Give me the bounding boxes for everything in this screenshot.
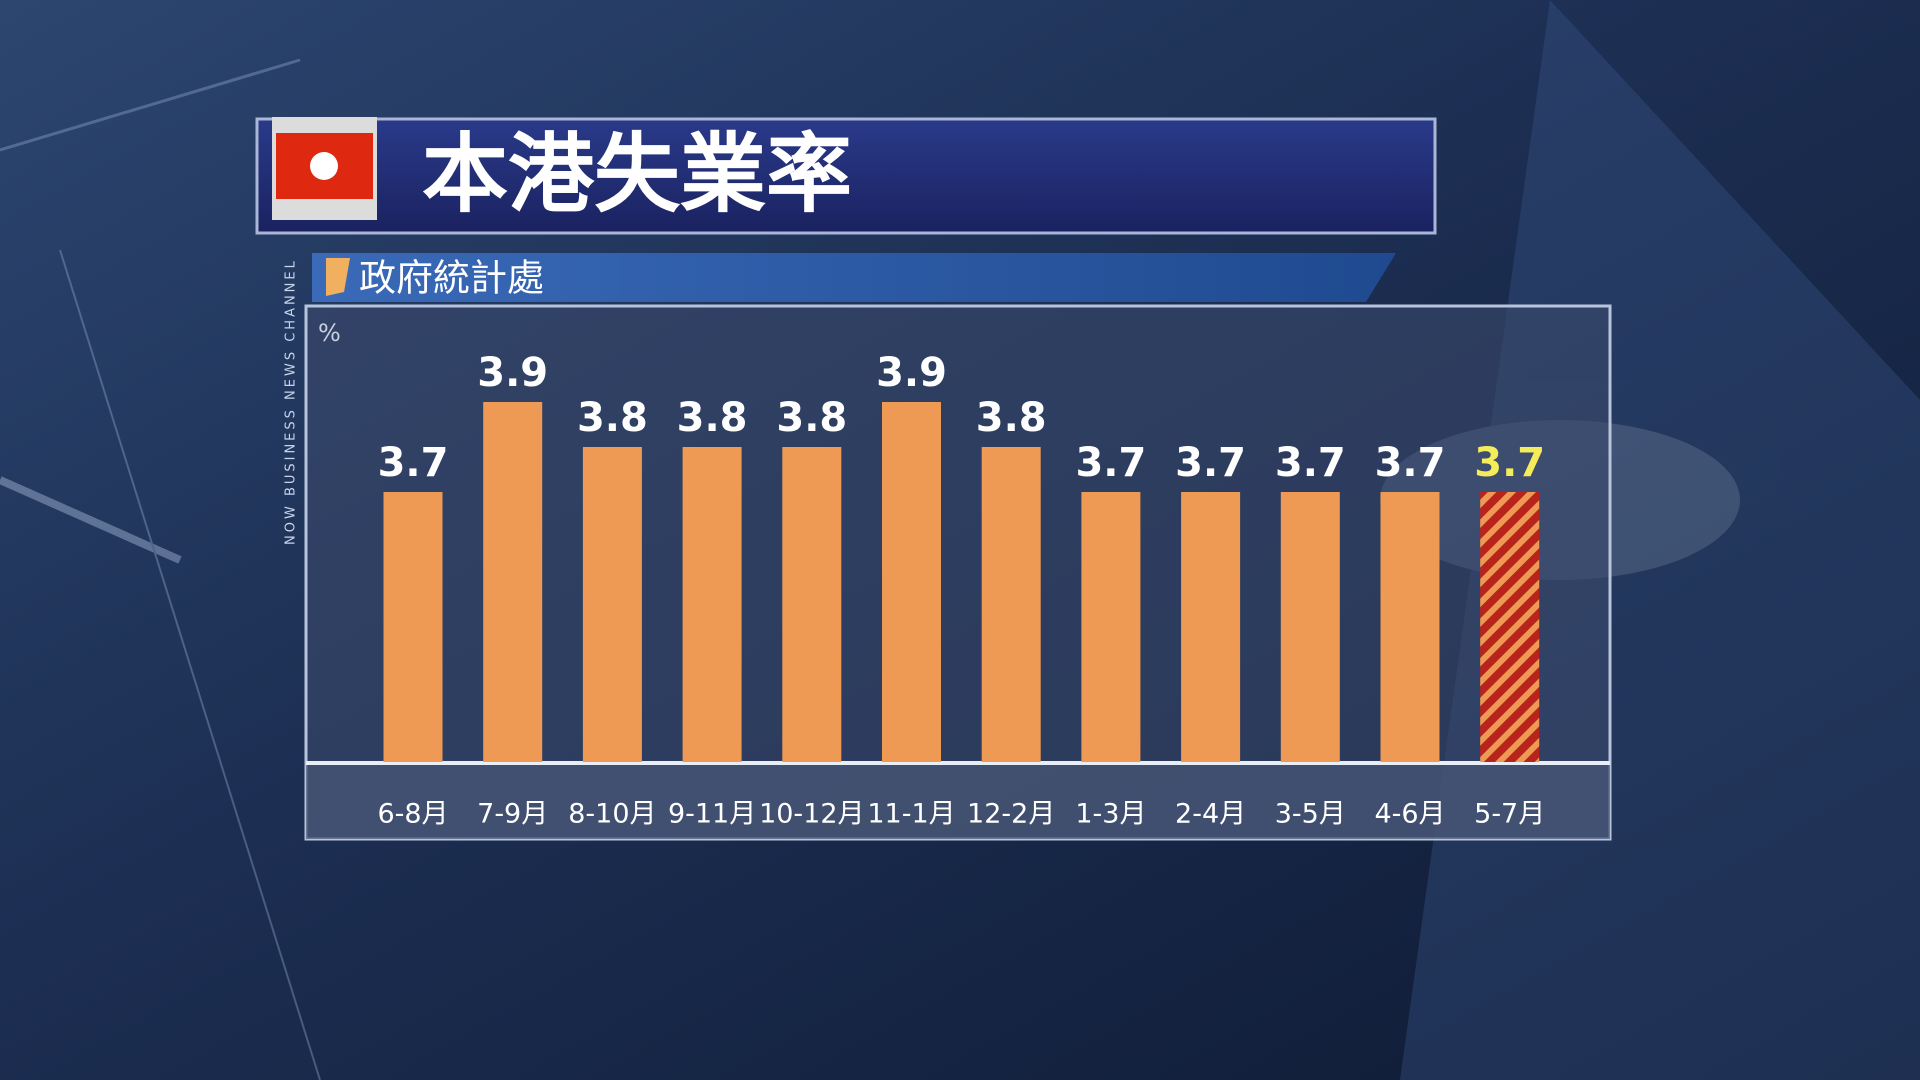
- value-label: 3.8: [577, 395, 648, 441]
- channel-label: NOW BUSINESS NEWS CHANNEL: [284, 258, 299, 545]
- value-label: 3.8: [976, 395, 1047, 441]
- bar: [483, 402, 543, 762]
- y-unit: %: [318, 319, 341, 347]
- subtitle-band: [312, 253, 1396, 302]
- bar: [1081, 492, 1141, 762]
- x-tick-label: 9-11月: [668, 799, 756, 830]
- category-band: [306, 764, 1610, 839]
- x-tick-label: 12-2月: [967, 799, 1055, 830]
- value-label: 3.7: [378, 440, 449, 486]
- value-label: 3.7: [1075, 440, 1146, 486]
- value-label: 3.8: [677, 395, 748, 441]
- x-tick-label: 6-8月: [377, 799, 448, 830]
- bar: [1280, 492, 1340, 762]
- bar: [383, 492, 443, 762]
- x-tick-label: 5-7月: [1474, 799, 1545, 830]
- value-label: 3.7: [1175, 440, 1246, 486]
- x-tick-label: 1-3月: [1075, 799, 1146, 830]
- bar: [782, 447, 842, 762]
- x-tick-label: 3-5月: [1275, 799, 1346, 830]
- bar: [1480, 492, 1540, 762]
- value-label: 3.7: [1375, 440, 1446, 486]
- bar: [1380, 492, 1440, 762]
- x-tick-label: 10-12月: [759, 799, 864, 830]
- value-label: 3.7: [1474, 440, 1545, 486]
- subtitle-marker: [326, 258, 350, 296]
- value-label: 3.9: [477, 350, 548, 396]
- x-tick-label: 4-6月: [1374, 799, 1445, 830]
- chart-title: 本港失業率: [422, 124, 852, 224]
- flag-emblem: [310, 152, 338, 180]
- value-label: 3.8: [776, 395, 847, 441]
- x-tick-label: 2-4月: [1175, 799, 1246, 830]
- bar: [981, 447, 1041, 762]
- x-tick-label: 8-10月: [568, 799, 656, 830]
- value-label: 3.9: [876, 350, 947, 396]
- bar: [1181, 492, 1241, 762]
- subtitle: 政府統計處: [359, 257, 544, 300]
- title-banner: [255, 117, 1437, 235]
- x-tick-label: 11-1月: [867, 799, 955, 830]
- x-tick-label: 7-9月: [477, 799, 548, 830]
- bar: [682, 447, 742, 762]
- value-label: 3.7: [1275, 440, 1346, 486]
- bar: [882, 402, 941, 762]
- bar: [582, 447, 642, 762]
